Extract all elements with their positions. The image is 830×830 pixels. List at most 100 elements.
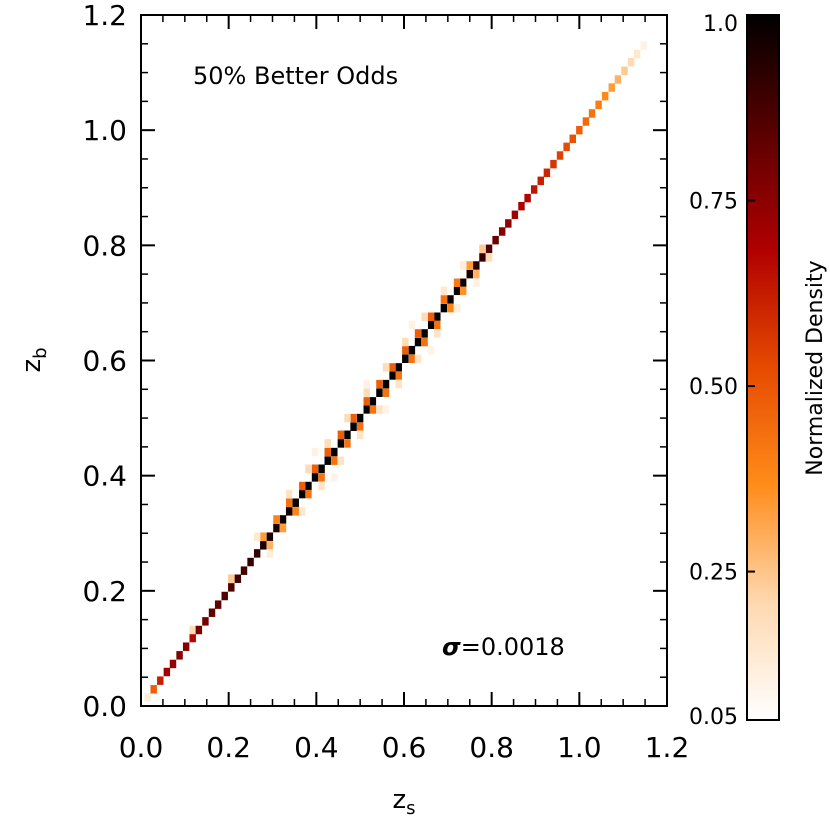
colorbar-tick-label: 1.0 (703, 12, 738, 37)
heatmap-cell (402, 354, 409, 363)
heatmap-cell (214, 600, 222, 609)
colorbar-tick-label: 0.50 (689, 375, 738, 400)
heatmap-cell (311, 464, 319, 473)
heatmap-cell (189, 625, 196, 635)
heatmap-cell (440, 295, 448, 304)
heatmap-cell (640, 41, 647, 50)
heatmap-cell (473, 261, 480, 270)
colorbar-title: Normalized Density (803, 260, 828, 475)
heatmap-cell (221, 591, 228, 601)
heatmap-cell (621, 66, 628, 76)
heatmap-cell (408, 354, 416, 363)
heatmap-cell (576, 125, 583, 135)
heatmap-cell (208, 608, 216, 617)
heatmap-cells (144, 41, 647, 702)
heatmap-cell (356, 422, 364, 431)
colorbar-tick-labels: 0.05 0.25 0.50 0.75 1.0 (689, 12, 738, 730)
y-tick-label: 1.0 (82, 114, 127, 147)
heatmap-cell (157, 676, 164, 685)
heatmap-cell (363, 397, 370, 406)
y-tick-labels: 0.0 0.2 0.4 0.6 0.8 1.0 1.2 (82, 0, 127, 723)
heatmap-cell (279, 523, 287, 533)
heatmap-cell (344, 413, 351, 423)
heatmap-cell (376, 388, 383, 397)
heatmap-cell (260, 541, 267, 550)
x-tick-label: 1.0 (557, 731, 602, 764)
heatmap-cell (453, 286, 461, 296)
heatmap-cell (427, 320, 435, 330)
heatmap-cell (253, 549, 261, 558)
heatmap-cell (633, 49, 641, 59)
heatmap-cell (492, 235, 499, 245)
heatmap-cell (402, 345, 409, 355)
heatmap-cell (318, 464, 325, 473)
x-tick-label: 0.6 (382, 731, 427, 764)
heatmap-cell (563, 142, 570, 152)
heatmap-cell (389, 363, 396, 372)
heatmap-cell (331, 447, 338, 457)
heatmap-cell (453, 278, 461, 287)
heatmap-cell (382, 363, 390, 372)
y-tick-label: 0.2 (82, 575, 127, 608)
heatmap-cell (363, 379, 370, 389)
heatmap-cell (498, 227, 506, 236)
heatmap-cell (228, 583, 235, 592)
heatmap-cell (195, 625, 203, 635)
heatmap-cell (182, 642, 190, 651)
heatmap-cell (240, 566, 248, 575)
heatmap-cell (247, 557, 254, 567)
heatmap-cell (421, 312, 428, 321)
heatmap-cell (376, 405, 383, 414)
heatmap-cell (524, 193, 531, 203)
heatmap-cell (266, 532, 274, 541)
heatmap-cell (440, 286, 448, 296)
heatmap-cell (479, 253, 486, 262)
heatmap-cell (421, 337, 428, 347)
heatmap-cell (408, 320, 416, 330)
heatmap-cell (285, 498, 293, 507)
y-tick-label: 0.4 (82, 460, 127, 493)
heatmap-cell (459, 286, 467, 296)
x-axis-title: zs (392, 785, 415, 819)
heatmap-cell (292, 498, 299, 507)
x-tick-label: 0.0 (119, 731, 164, 764)
heatmap-cell (518, 201, 525, 211)
colorbar-tick-label: 0.05 (689, 705, 738, 730)
heatmap-cell (369, 405, 377, 414)
heatmap-cell (582, 117, 590, 126)
heatmap-cell (466, 261, 473, 270)
annotation-label: 50% Better Odds (193, 62, 398, 90)
heatmap-cell (228, 574, 235, 583)
colorbar-tick-label: 0.25 (689, 561, 738, 586)
heatmap-cell (299, 489, 306, 499)
heatmap-cell (305, 489, 312, 499)
heatmap-cell (402, 337, 409, 347)
heatmap-cell (344, 430, 351, 440)
heatmap-cell (389, 371, 396, 380)
heatmap-cell (479, 244, 486, 254)
heatmap-cell (363, 388, 370, 397)
heatmap-cell (382, 379, 390, 389)
heatmap-cell (485, 253, 493, 262)
heatmap-cell (337, 439, 345, 448)
heatmap-cell (414, 337, 422, 347)
heatmap-cell (144, 693, 151, 702)
heatmap-cell (382, 388, 390, 397)
heatmap-cell (447, 303, 454, 313)
heatmap-cell (473, 269, 480, 279)
heatmap-cell (234, 574, 242, 583)
heatmap-cell (569, 134, 576, 144)
heatmap-cell (511, 210, 519, 220)
heatmap-cell (530, 185, 538, 194)
heatmap-cell (395, 371, 402, 380)
heatmap-cell (324, 439, 331, 448)
heatmap-cell (434, 329, 441, 338)
heatmap-cell (285, 489, 293, 499)
annotation-sigma: σ=0.0018 (442, 633, 565, 661)
y-axis-title: zb (17, 347, 51, 372)
heatmap-cell (285, 507, 293, 516)
colorbar (746, 14, 780, 721)
heatmap-cell (440, 303, 448, 313)
